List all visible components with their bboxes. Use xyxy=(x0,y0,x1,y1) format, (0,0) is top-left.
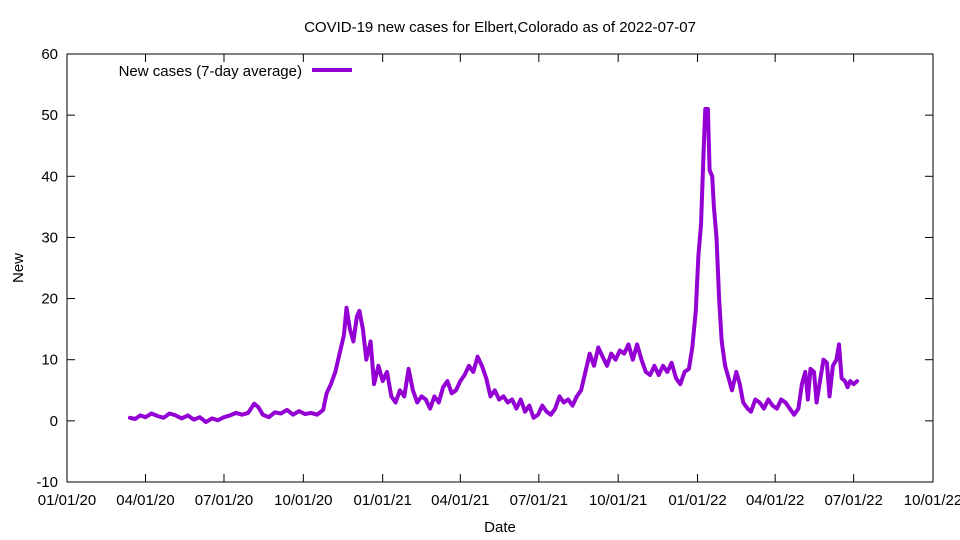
y-tick-label: 20 xyxy=(41,291,58,308)
y-tick-label: 40 xyxy=(41,168,58,185)
y-tick-label: 50 xyxy=(41,107,58,124)
y-axis: -10 0 10 20 30 40 50 60 xyxy=(36,46,933,491)
y-tick-label: -10 xyxy=(36,474,58,491)
y-tick-label: 60 xyxy=(41,46,58,63)
x-tick-label: 04/01/22 xyxy=(746,492,804,509)
series-line-new-cases xyxy=(128,107,860,425)
x-tick-label: 07/01/21 xyxy=(510,492,568,509)
y-tick-label: 0 xyxy=(50,413,58,430)
y-tick-label: 30 xyxy=(41,229,58,246)
x-axis-label: Date xyxy=(484,519,516,536)
x-tick-label: 04/01/20 xyxy=(116,492,174,509)
legend-label: New cases (7-day average) xyxy=(119,63,302,80)
x-tick-label: 10/01/22 xyxy=(904,492,960,509)
x-tick-label: 01/01/20 xyxy=(38,492,96,509)
x-tick-label: 07/01/20 xyxy=(195,492,253,509)
x-tick-label: 07/01/22 xyxy=(824,492,882,509)
x-tick-label: 10/01/20 xyxy=(274,492,332,509)
x-tick-label: 04/01/21 xyxy=(431,492,489,509)
legend: New cases (7-day average) xyxy=(119,63,352,80)
plot-area-frame xyxy=(66,53,934,483)
x-axis: 01/01/20 04/01/20 07/01/20 10/01/20 01/01/21… xyxy=(38,54,960,509)
chart-title: COVID-19 new cases for Elbert,Colorado a… xyxy=(304,19,696,36)
x-tick-label: 01/01/21 xyxy=(353,492,411,509)
x-tick-label: 01/01/22 xyxy=(668,492,726,509)
y-axis-label: New xyxy=(10,253,27,283)
y-tick-label: 10 xyxy=(41,352,58,369)
x-tick-label: 10/01/21 xyxy=(589,492,647,509)
